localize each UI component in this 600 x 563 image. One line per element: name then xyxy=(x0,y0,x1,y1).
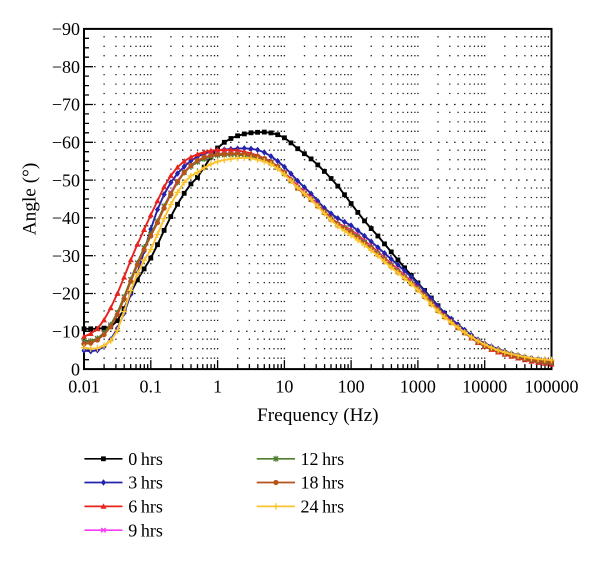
svg-text:6 hrs: 6 hrs xyxy=(128,497,163,517)
svg-text:1: 1 xyxy=(213,377,222,397)
svg-text:9 hrs: 9 hrs xyxy=(128,520,163,540)
svg-text:0.1: 0.1 xyxy=(140,377,163,397)
svg-text:−50: −50 xyxy=(52,170,80,190)
svg-text:−10: −10 xyxy=(52,322,80,342)
svg-text:0 hrs: 0 hrs xyxy=(128,449,163,469)
svg-text:Angle (°): Angle (°) xyxy=(20,163,41,236)
svg-text:100000: 100000 xyxy=(525,377,579,397)
svg-text:3 hrs: 3 hrs xyxy=(128,473,163,493)
svg-text:−60: −60 xyxy=(52,133,80,153)
svg-text:−20: −20 xyxy=(52,284,80,304)
svg-text:0: 0 xyxy=(71,359,80,379)
svg-text:10: 10 xyxy=(275,377,293,397)
svg-text:0.01: 0.01 xyxy=(68,377,100,397)
svg-text:12 hrs: 12 hrs xyxy=(301,449,345,469)
svg-text:18 hrs: 18 hrs xyxy=(301,473,345,493)
svg-text:24 hrs: 24 hrs xyxy=(301,497,345,517)
svg-text:−80: −80 xyxy=(52,57,80,77)
svg-text:Frequency (Hz): Frequency (Hz) xyxy=(257,405,379,426)
svg-text:−70: −70 xyxy=(52,95,80,115)
svg-text:−30: −30 xyxy=(52,246,80,266)
svg-text:−40: −40 xyxy=(52,208,80,228)
svg-text:100: 100 xyxy=(338,377,365,397)
svg-text:1000: 1000 xyxy=(400,377,436,397)
svg-text:10000: 10000 xyxy=(462,377,507,397)
svg-text:−90: −90 xyxy=(52,19,80,39)
